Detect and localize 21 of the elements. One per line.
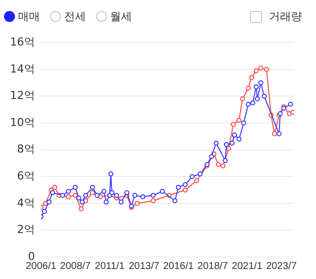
y-tick-label: 4억 [16,196,35,210]
y-tick-label: 8억 [16,142,35,156]
y-tick-label: 10억 [10,116,35,129]
text: 전세 [64,9,86,24]
x-tick-label: 2006/1 [26,260,57,272]
x-tick-label: 2023/7 [266,260,298,272]
x-tick-label: 2021/1 [232,260,263,272]
text: 거래량 [269,9,302,24]
text: 매매 [18,9,40,24]
y-tick-label: 0 [28,250,35,263]
y-tick-label: 16억 [10,35,35,48]
x-tick-label: 2008/7 [60,260,92,272]
x-tick-label: 2011/1 [94,260,126,272]
text: 월세 [110,9,132,24]
x-tick-label: 2013/7 [128,260,160,272]
y-tick-label: 6억 [16,169,35,182]
y-tick-label: 12억 [10,89,35,102]
y-tick-label: 14억 [10,62,35,76]
y-tick-label: 2억 [16,223,35,236]
x-tick-label: 2016/1 [163,260,194,272]
x-tick-label: 2018/7 [197,260,228,272]
